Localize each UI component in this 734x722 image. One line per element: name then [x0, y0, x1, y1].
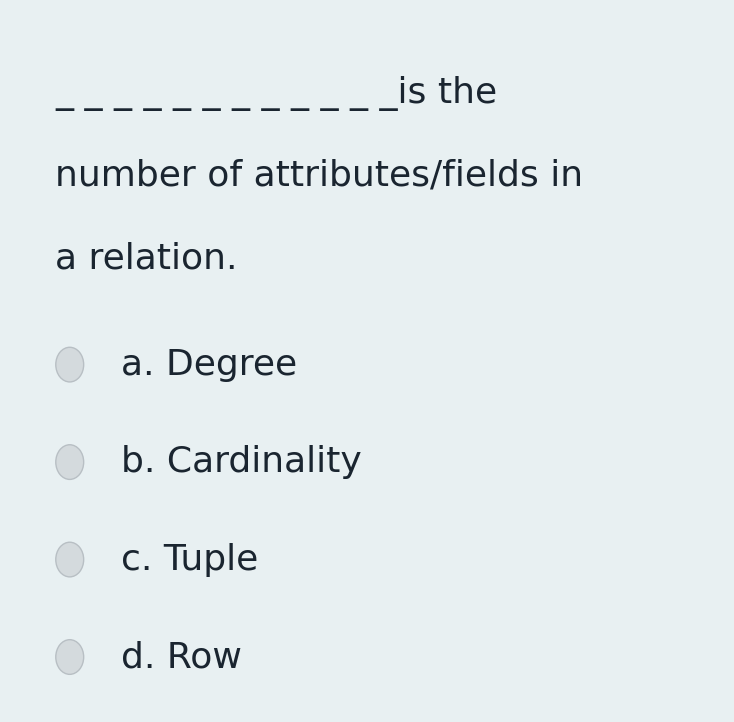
Text: _ _ _ _ _ _ _ _ _ _ _ _is the: _ _ _ _ _ _ _ _ _ _ _ _is the	[55, 76, 497, 110]
Text: a relation.: a relation.	[55, 242, 238, 276]
Text: number of attributes/fields in: number of attributes/fields in	[55, 159, 584, 193]
Ellipse shape	[56, 347, 84, 382]
Text: b. Cardinality: b. Cardinality	[121, 445, 362, 479]
Ellipse shape	[56, 640, 84, 674]
Ellipse shape	[56, 445, 84, 479]
Text: d. Row: d. Row	[121, 640, 242, 674]
Text: c. Tuple: c. Tuple	[121, 542, 258, 577]
Ellipse shape	[56, 542, 84, 577]
Text: a. Degree: a. Degree	[121, 347, 297, 382]
